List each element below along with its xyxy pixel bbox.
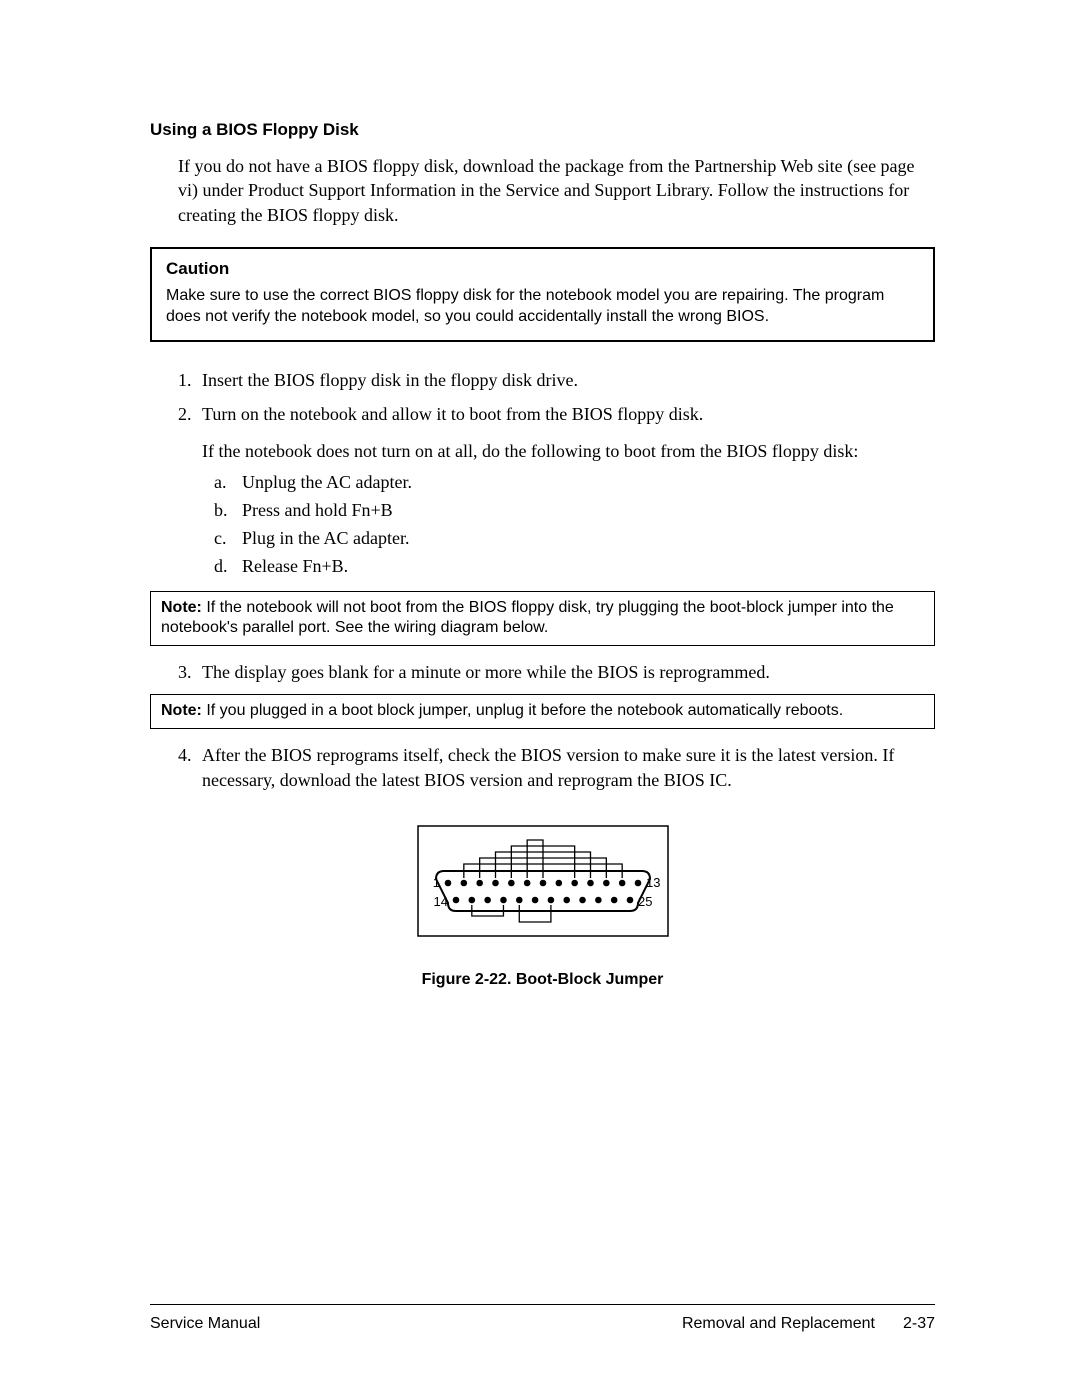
connector-diagram-icon: 1 13 14 25 (408, 816, 678, 946)
note-text: If the notebook will not boot from the B… (161, 599, 894, 637)
list-number: 2. (178, 402, 202, 580)
list-subletter: c. (214, 525, 242, 553)
svg-text:1: 1 (432, 875, 439, 890)
figure-caption: Figure 2-22. Boot-Block Jumper (150, 971, 935, 989)
list-subletter: d. (214, 553, 242, 581)
ordered-list: 3. The display goes blank for a minute o… (178, 660, 935, 684)
list-subtext: Unplug the AC adapter. (242, 469, 412, 497)
list-text: The display goes blank for a minute or m… (202, 660, 935, 684)
intro-paragraph: If you do not have a BIOS floppy disk, d… (178, 154, 935, 227)
note-box: Note: If you plugged in a boot block jum… (150, 694, 935, 729)
list-item: 4. After the BIOS reprograms itself, che… (178, 743, 935, 792)
list-subitem: a. Unplug the AC adapter. (214, 469, 935, 497)
list-subletter: b. (214, 497, 242, 525)
list-subtext: Plug in the AC adapter. (242, 525, 409, 553)
list-text: Insert the BIOS floppy disk in the flopp… (202, 368, 935, 392)
list-number: 1. (178, 368, 202, 392)
list-subitem: b. Press and hold Fn+B (214, 497, 935, 525)
footer-page-number: 2-37 (903, 1315, 935, 1333)
list-item: 3. The display goes blank for a minute o… (178, 660, 935, 684)
list-text: Turn on the notebook and allow it to boo… (202, 402, 935, 426)
list-continuation: If the notebook does not turn on at all,… (202, 439, 935, 463)
section-heading: Using a BIOS Floppy Disk (150, 120, 935, 140)
caution-text: Make sure to use the correct BIOS floppy… (166, 285, 919, 328)
footer-left: Service Manual (150, 1315, 260, 1333)
list-subitem: d. Release Fn+B. (214, 553, 935, 581)
note-label: Note: (161, 599, 202, 616)
footer-section: Removal and Replacement (682, 1315, 875, 1333)
list-subtext: Press and hold Fn+B (242, 497, 393, 525)
caution-title: Caution (166, 259, 919, 279)
note-box: Note: If the notebook will not boot from… (150, 591, 935, 647)
svg-text:25: 25 (638, 894, 652, 909)
list-text: After the BIOS reprograms itself, check … (202, 743, 935, 792)
list-number: 3. (178, 660, 202, 684)
caution-box: Caution Make sure to use the correct BIO… (150, 247, 935, 342)
list-subletter: a. (214, 469, 242, 497)
ordered-list: 1. Insert the BIOS floppy disk in the fl… (178, 368, 935, 580)
svg-text:14: 14 (433, 894, 447, 909)
list-item: 1. Insert the BIOS floppy disk in the fl… (178, 368, 935, 392)
note-label: Note: (161, 702, 202, 719)
svg-text:13: 13 (646, 875, 660, 890)
list-number: 4. (178, 743, 202, 792)
list-item: 2. Turn on the notebook and allow it to … (178, 402, 935, 580)
page-footer: Service Manual Removal and Replacement 2… (150, 1304, 935, 1333)
figure: 1 13 14 25 Figure 2-22. Boot-Block Jumper (150, 816, 935, 989)
list-subitem: c. Plug in the AC adapter. (214, 525, 935, 553)
list-subtext: Release Fn+B. (242, 553, 348, 581)
ordered-list: 4. After the BIOS reprograms itself, che… (178, 743, 935, 792)
note-text: If you plugged in a boot block jumper, u… (202, 702, 843, 719)
